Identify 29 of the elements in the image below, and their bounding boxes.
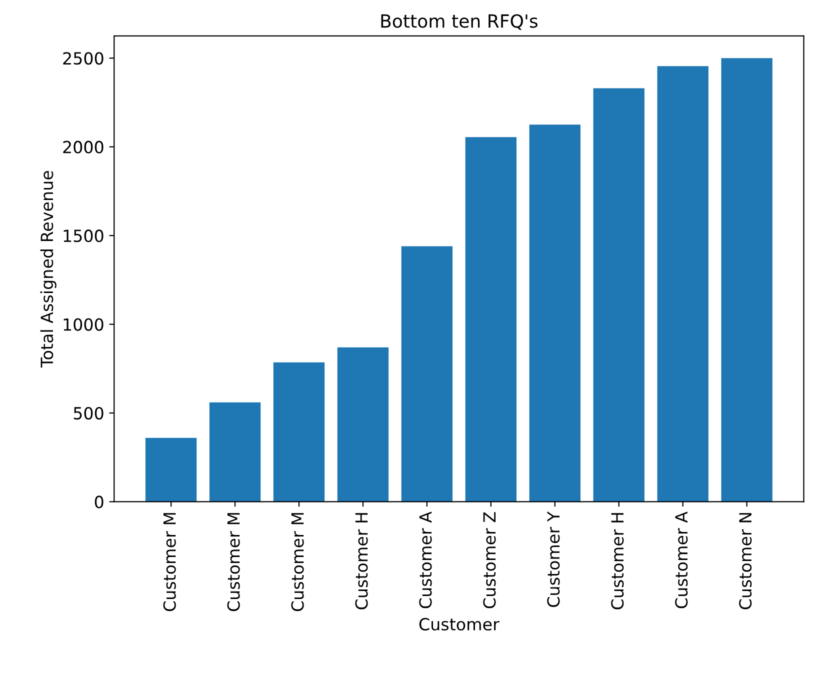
- bar: [593, 88, 644, 502]
- bar: [401, 246, 453, 502]
- x-tick-label: Customer A: [675, 512, 688, 608]
- x-tick-label: Customer M: [163, 513, 176, 612]
- y-axis-title: Total Assigned Revenue: [40, 170, 56, 368]
- x-tick-label: Customer H: [355, 513, 368, 610]
- bar: [145, 438, 197, 502]
- y-tick-label: 1000: [64, 318, 104, 331]
- bar: [273, 362, 325, 502]
- x-axis-title: Customer: [419, 618, 500, 631]
- y-tick-label: 0: [94, 496, 104, 508]
- bar: [465, 137, 517, 502]
- x-tick-label: Customer Y: [547, 511, 560, 607]
- y-tick-label: 1500: [64, 230, 104, 242]
- y-tick-label: 2000: [63, 140, 104, 154]
- y-tick-label: 2500: [63, 52, 104, 65]
- bar: [657, 66, 708, 502]
- x-tick-label: Customer A: [419, 512, 432, 608]
- bar: [337, 347, 389, 502]
- bar: [529, 124, 580, 502]
- bar: [209, 402, 261, 502]
- y-tick-label: 500: [74, 406, 104, 420]
- x-tick-label: Customer N: [739, 513, 752, 610]
- bar: [721, 58, 772, 502]
- x-tick-label: Customer M: [291, 513, 304, 612]
- x-tick-label: Customer H: [611, 513, 624, 610]
- chart-title: Bottom ten RFQ's: [381, 14, 538, 30]
- x-tick-label: Customer Z: [483, 512, 496, 608]
- x-tick-label: Customer M: [227, 513, 240, 612]
